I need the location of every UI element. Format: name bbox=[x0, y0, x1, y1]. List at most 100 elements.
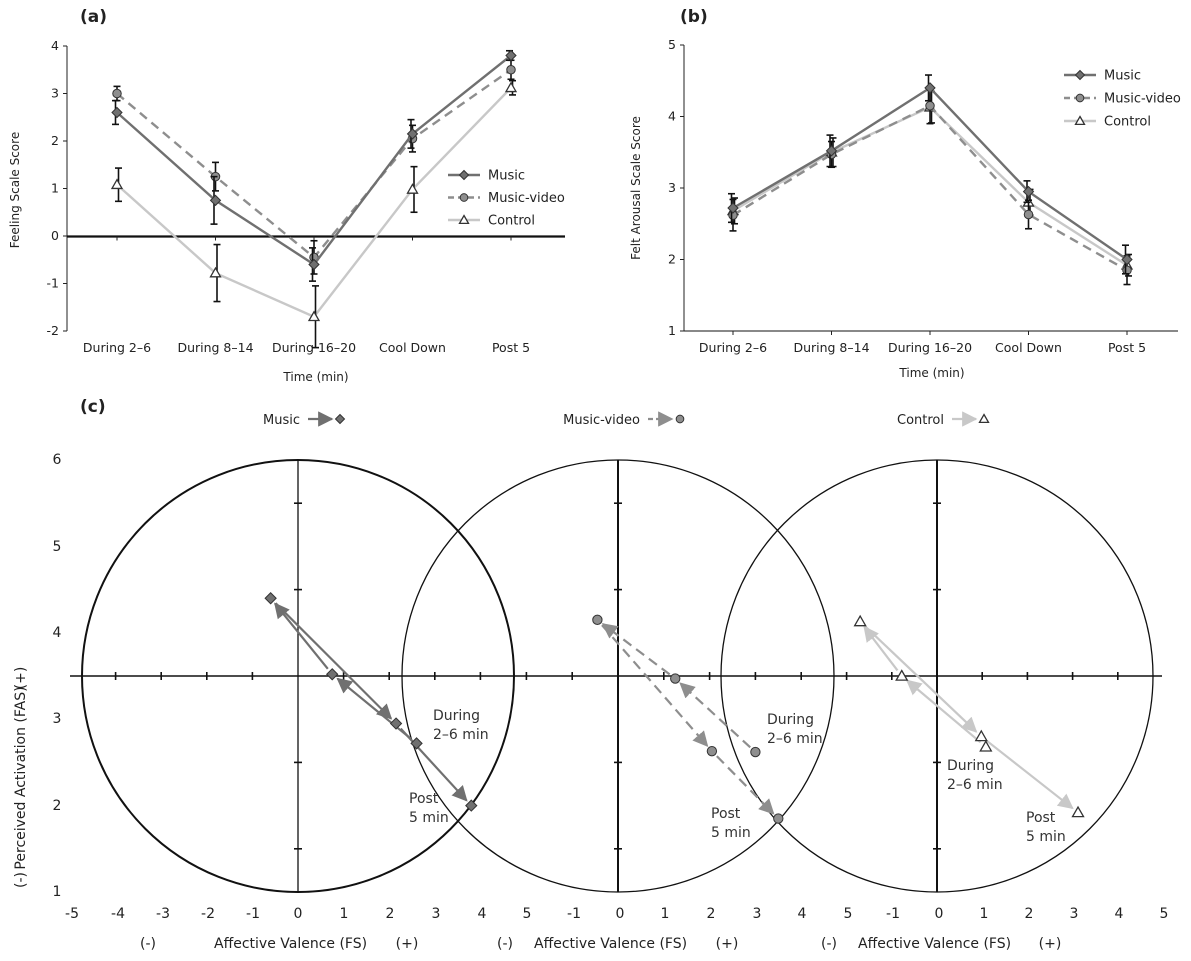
b-series-music bbox=[727, 74, 1133, 275]
b-legend-label: Music bbox=[1104, 69, 1141, 84]
panel-c-xtick-label: -3 bbox=[156, 906, 170, 922]
panel-c-trajectory-arrow bbox=[274, 602, 393, 720]
a-series-line bbox=[116, 54, 512, 267]
panel-c-annotation-start: 2–6 min bbox=[433, 727, 489, 743]
a-xtick-label: Post 5 bbox=[492, 340, 530, 355]
a-legend-marker bbox=[458, 214, 470, 225]
panel-c-ytick-label: 4 bbox=[53, 625, 62, 641]
panel-c-data-point bbox=[592, 614, 603, 626]
b-legend-label: Music-video bbox=[1104, 92, 1181, 107]
b-ytick-label: 1 bbox=[668, 323, 676, 338]
b-xtick-label: During 16–20 bbox=[888, 340, 972, 355]
panel-a-feeling-scale: (a) Feeling Scale Score Time (min) -2 -1 0… bbox=[8, 7, 565, 384]
panel-c-xlabel: Affective Valence (FS) bbox=[214, 936, 367, 952]
panel-c-xtick-label: 1 bbox=[661, 906, 670, 922]
a-series-line bbox=[116, 68, 512, 260]
panel-c-xtick-label: 3 bbox=[1070, 906, 1079, 922]
b-data-point bbox=[1022, 185, 1035, 198]
panel-c-xtick-label: -1 bbox=[886, 906, 900, 922]
panel-c-xtick-label: -1 bbox=[567, 906, 581, 922]
a-xtick-label: During 2–6 bbox=[83, 340, 151, 355]
a-series-line bbox=[116, 86, 512, 319]
a-ytick-label: 1 bbox=[51, 181, 59, 196]
a-xtick-label: Cool Down bbox=[379, 340, 446, 355]
panel-c-data-point bbox=[670, 673, 681, 684]
b-data-point bbox=[1121, 253, 1133, 266]
panel-c-xtick-label: 5 bbox=[844, 906, 853, 922]
a-data-point bbox=[505, 49, 517, 62]
a-data-point bbox=[406, 128, 419, 140]
panel-c-xlabel-plus: (+) bbox=[1039, 936, 1062, 952]
panel-c-ytick-label: 3 bbox=[53, 711, 62, 727]
panel-c-xlabel-minus: (-) bbox=[140, 936, 156, 952]
b-xtick-label: During 2–6 bbox=[699, 340, 767, 355]
panel-c-xtick-label: 0 bbox=[294, 906, 303, 922]
panel-b-xlabel: Time (min) bbox=[898, 366, 964, 380]
panel-c-trajectory-arrow bbox=[679, 682, 751, 749]
a-ytick-label: 4 bbox=[51, 38, 59, 53]
a-data-point bbox=[504, 81, 518, 93]
panel-c-data-point bbox=[389, 717, 403, 730]
panel-c-xtick-label: 3 bbox=[753, 906, 762, 922]
panel-c-trajectory-arrow bbox=[601, 623, 671, 676]
panel-c-annotation-start: During bbox=[433, 708, 480, 724]
panel-c-annotation-start: 2–6 min bbox=[947, 777, 1003, 793]
panel-c-annotation-end: 5 min bbox=[1026, 829, 1066, 845]
panel-c-legend-marker bbox=[334, 413, 346, 425]
panel-c-ylabel-minus: (-) bbox=[13, 872, 29, 888]
panel-c-ytick-label: 5 bbox=[53, 539, 62, 555]
panel-c-annotation-start: During bbox=[767, 712, 814, 728]
panel-c-trajectory-arrow bbox=[399, 727, 468, 802]
panel-c-trajectory-arrow bbox=[986, 739, 1074, 810]
panel-c-xlabel-minus: (-) bbox=[497, 936, 513, 952]
panel-c-xtick-label: -2 bbox=[201, 906, 215, 922]
b-ytick-label: 4 bbox=[668, 109, 676, 124]
a-legend-label: Music bbox=[488, 169, 525, 184]
panel-c-annotation-end: Post bbox=[409, 791, 439, 807]
panel-c-xtick-label: 1 bbox=[340, 906, 349, 922]
panel-c-data-point bbox=[974, 729, 988, 742]
panel-c-group-music-video bbox=[592, 614, 784, 824]
panel-c-data-point bbox=[325, 668, 339, 681]
b-series-line bbox=[732, 105, 1128, 267]
a-data-point bbox=[112, 88, 122, 99]
panel-c-xtick-label: 5 bbox=[1160, 906, 1169, 922]
b-legend-marker bbox=[1075, 93, 1085, 103]
b-data-point bbox=[1023, 209, 1034, 220]
a-data-point bbox=[209, 266, 222, 278]
panel-c-data-point bbox=[1071, 805, 1085, 818]
a-data-point bbox=[209, 194, 222, 207]
panel-c-xtick-label: 4 bbox=[1115, 906, 1124, 922]
panel-c-annotation-end: 5 min bbox=[409, 810, 449, 826]
a-data-point bbox=[506, 65, 516, 75]
panel-c-xlabel-minus: (-) bbox=[821, 936, 837, 952]
panel-b-felt-arousal: (b) Felt Arousal Scale Score Time (min) … bbox=[629, 7, 1181, 380]
a-legend-label: Control bbox=[488, 214, 535, 229]
panel-c-data-point bbox=[264, 592, 277, 605]
panel-c-xtick-label: 2 bbox=[1025, 906, 1034, 922]
a-legend-marker bbox=[459, 193, 469, 202]
panel-c-ylabel: Perceived Activation (FAS) bbox=[13, 686, 29, 869]
b-series-music-video bbox=[728, 87, 1132, 286]
a-series-music bbox=[111, 49, 517, 282]
b-data-point bbox=[727, 202, 739, 214]
b-series-line bbox=[732, 104, 1128, 272]
panel-c-xlabel: Affective Valence (FS) bbox=[534, 936, 687, 952]
panel-c-ytick-label: 6 bbox=[53, 452, 62, 468]
panel-c-xtick-label: -5 bbox=[65, 906, 79, 922]
panel-c-xlabel-plus: (+) bbox=[716, 936, 739, 952]
panel-c-xtick-label: -1 bbox=[246, 906, 260, 922]
panel-c-xtick-label: 0 bbox=[935, 906, 944, 922]
a-legend-marker bbox=[458, 169, 470, 181]
panel-c-group-control bbox=[853, 614, 1085, 818]
a-series-music-video bbox=[112, 59, 516, 275]
panel-c-xtick-label: 1 bbox=[980, 906, 989, 922]
panel-c-legend-marker bbox=[978, 413, 990, 424]
panel-c-trajectory-arrow bbox=[336, 677, 412, 740]
panel-c-annotation-start: 2–6 min bbox=[767, 731, 823, 747]
b-xtick-label: Cool Down bbox=[995, 340, 1062, 355]
b-data-point bbox=[924, 82, 936, 94]
panel-c-annotation-end: 5 min bbox=[711, 825, 751, 841]
panel-c-data-point bbox=[706, 745, 718, 757]
